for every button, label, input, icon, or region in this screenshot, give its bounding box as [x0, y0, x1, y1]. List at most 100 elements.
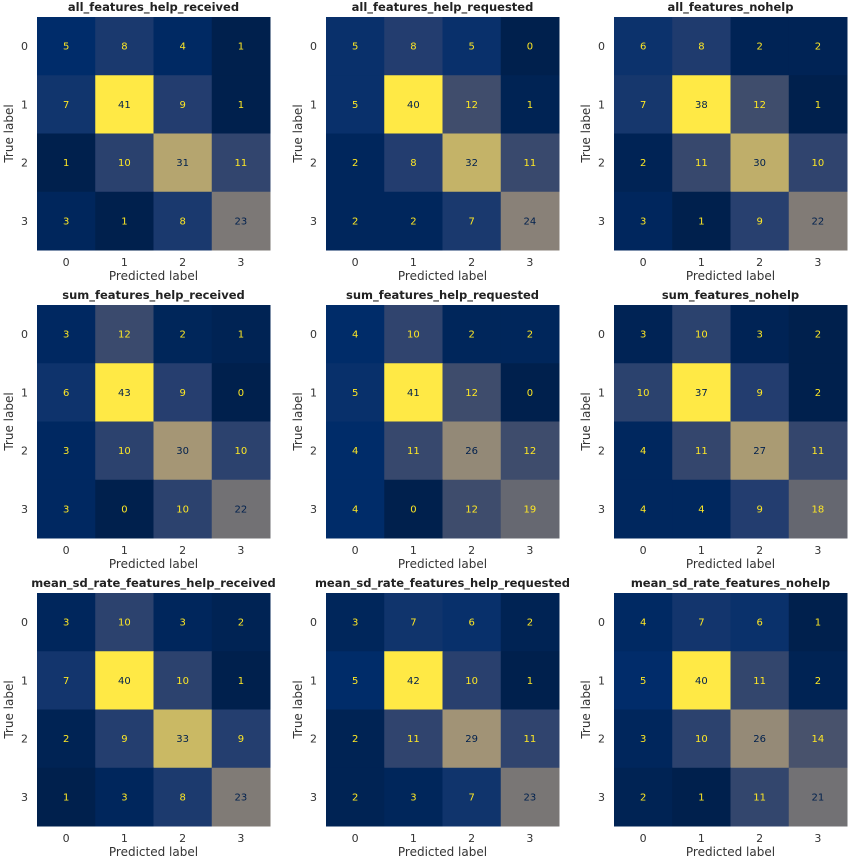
cell-value-label: 9 — [179, 388, 185, 399]
matrix-cell — [614, 133, 673, 193]
matrix-cell — [37, 709, 96, 769]
cell-value-label: 2 — [815, 676, 821, 687]
y-axis-label: True label — [291, 392, 305, 451]
matrix-cell — [500, 133, 560, 193]
matrix-cell — [442, 305, 502, 364]
matrix-cell — [384, 479, 443, 539]
matrix-cell — [326, 479, 385, 539]
cell-value-label: 2 — [815, 388, 821, 399]
cell-value-label: 11 — [407, 734, 420, 745]
matrix-cell — [95, 133, 154, 193]
matrix-cell — [37, 479, 96, 539]
matrix-cell — [326, 133, 385, 193]
y-tick-label: 3 — [310, 215, 317, 228]
x-axis-label: Predicted label — [686, 845, 775, 859]
matrix-cell — [442, 363, 502, 422]
matrix-cell — [614, 479, 673, 539]
cell-value-label: 22 — [235, 504, 248, 515]
x-tick-label: 2 — [179, 256, 186, 269]
cell-value-label: 7 — [468, 216, 474, 227]
cell-value-label: 3 — [63, 330, 69, 341]
matrix-cell — [614, 363, 673, 422]
matrix-cell — [788, 17, 848, 76]
matrix-cell — [672, 767, 731, 827]
x-axis-label: Predicted label — [109, 269, 198, 283]
y-tick-label: 0 — [310, 616, 317, 629]
cell-value-label: 1 — [238, 330, 244, 341]
y-tick-label: 2 — [310, 445, 317, 458]
x-tick-label: 2 — [468, 256, 475, 269]
cell-value-label: 11 — [812, 446, 825, 457]
y-tick-label: 0 — [598, 328, 605, 341]
matrix-cell — [442, 479, 502, 539]
cell-value-label: 2 — [527, 330, 533, 341]
y-axis-label: True label — [291, 680, 305, 739]
cell-value-label: 8 — [410, 158, 416, 169]
cell-value-label: 1 — [527, 100, 533, 111]
x-tick-label: 0 — [63, 544, 70, 557]
cell-value-label: 2 — [352, 792, 358, 803]
cell-value-label: 23 — [524, 792, 537, 803]
matrix-cell — [442, 133, 502, 193]
matrix-cell — [211, 709, 271, 769]
matrix-cell — [384, 651, 443, 710]
cell-value-label: 19 — [524, 504, 537, 515]
matrix-cell — [153, 191, 213, 251]
y-axis-label: True label — [579, 680, 593, 739]
y-tick-label: 2 — [21, 733, 28, 746]
cell-value-label: 0 — [527, 42, 533, 53]
matrix-cell — [730, 651, 790, 710]
matrix-cell — [500, 709, 560, 769]
matrix-cell — [384, 305, 443, 364]
matrix-cell — [95, 363, 154, 422]
x-tick-label: 2 — [756, 544, 763, 557]
cell-value-label: 1 — [63, 792, 69, 803]
cell-value-label: 10 — [118, 158, 131, 169]
cell-value-label: 0 — [121, 504, 127, 515]
cell-value-label: 10 — [695, 734, 708, 745]
cell-value-label: 30 — [176, 446, 189, 457]
cell-value-label: 3 — [640, 330, 646, 341]
cell-value-label: 11 — [524, 158, 537, 169]
cell-value-label: 12 — [524, 446, 537, 457]
matrix-cell — [95, 305, 154, 364]
matrix-cell — [614, 593, 673, 652]
matrix-cell — [211, 767, 271, 827]
x-tick-label: 2 — [468, 832, 475, 845]
cell-value-label: 10 — [465, 676, 478, 687]
matrix-cell — [730, 363, 790, 422]
matrix-cell — [211, 305, 271, 364]
panel-title: sum_features_help_received — [62, 288, 245, 303]
matrix-cell — [326, 651, 385, 710]
cell-value-label: 18 — [812, 504, 825, 515]
y-tick-label: 3 — [21, 503, 28, 516]
cell-value-label: 2 — [756, 42, 762, 53]
cell-value-label: 6 — [63, 388, 69, 399]
matrix-cell — [788, 709, 848, 769]
matrix-cell — [153, 75, 213, 134]
matrix-cell — [95, 479, 154, 539]
matrix-cell — [614, 651, 673, 710]
matrix-cell — [153, 305, 213, 364]
matrix-cell — [788, 133, 848, 193]
cell-value-label: 8 — [121, 42, 127, 53]
matrix-cell — [500, 75, 560, 134]
y-tick-label: 3 — [21, 215, 28, 228]
cell-value-label: 2 — [179, 330, 185, 341]
y-tick-label: 2 — [21, 157, 28, 170]
x-axis-label: Predicted label — [686, 557, 775, 571]
cell-value-label: 23 — [235, 792, 248, 803]
matrix-cell — [672, 421, 731, 481]
cell-value-label: 3 — [756, 330, 762, 341]
cell-value-label: 40 — [695, 676, 708, 687]
cell-value-label: 4 — [352, 330, 358, 341]
cell-value-label: 9 — [756, 388, 762, 399]
cell-value-label: 4 — [640, 504, 646, 515]
matrix-cell — [672, 305, 731, 364]
y-axis-label: True label — [2, 392, 16, 451]
cell-value-label: 1 — [121, 216, 127, 227]
matrix-cell — [95, 75, 154, 134]
cell-value-label: 11 — [753, 676, 766, 687]
